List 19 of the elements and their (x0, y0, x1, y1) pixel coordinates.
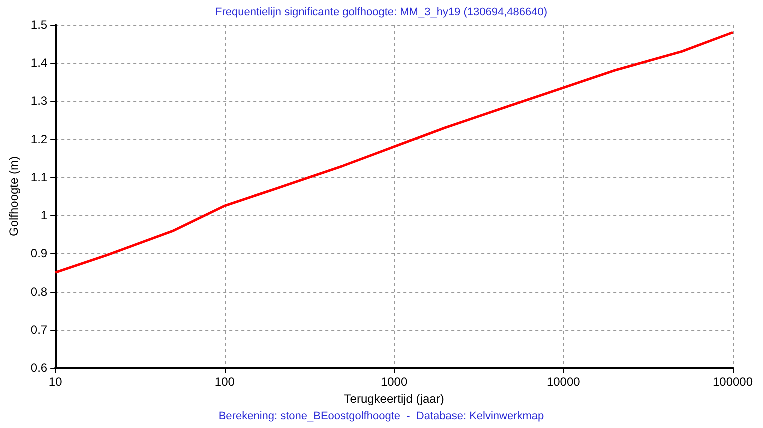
y-axis-title: Golfhoogte (m) (7, 156, 21, 237)
y-tick-label: 0.6 (30, 361, 48, 375)
chart-title: Frequentielijn significante golfhoogte: MM_3_hy19 (130694,486640) (215, 6, 548, 18)
y-tick-label: 1.5 (30, 18, 48, 32)
y-tick-label: 1.4 (30, 56, 48, 70)
y-tick-label: 0.8 (30, 284, 48, 299)
y-tick-label: 1.2 (30, 132, 48, 146)
x-axis-title: Terugkeertijd (jaar) (344, 392, 444, 406)
y-tick-label: 0.7 (30, 322, 48, 337)
x-tick-label: 100000 (712, 375, 754, 389)
x-tick-label: 100 (214, 375, 236, 389)
y-tick-label: 0.9 (30, 246, 48, 261)
x-tick-label: 1000 (380, 375, 408, 389)
x-tick-label: 10000 (546, 375, 581, 389)
x-tick-label: 10 (48, 375, 63, 389)
y-tick-label: 1 (40, 208, 48, 223)
y-tick-label: 1.3 (30, 94, 48, 108)
y-tick-label: 1.1 (30, 170, 48, 184)
text: Berekening: stone_BEoostgolfhoogte - Database: Kelvinwerkmap (218, 410, 544, 422)
